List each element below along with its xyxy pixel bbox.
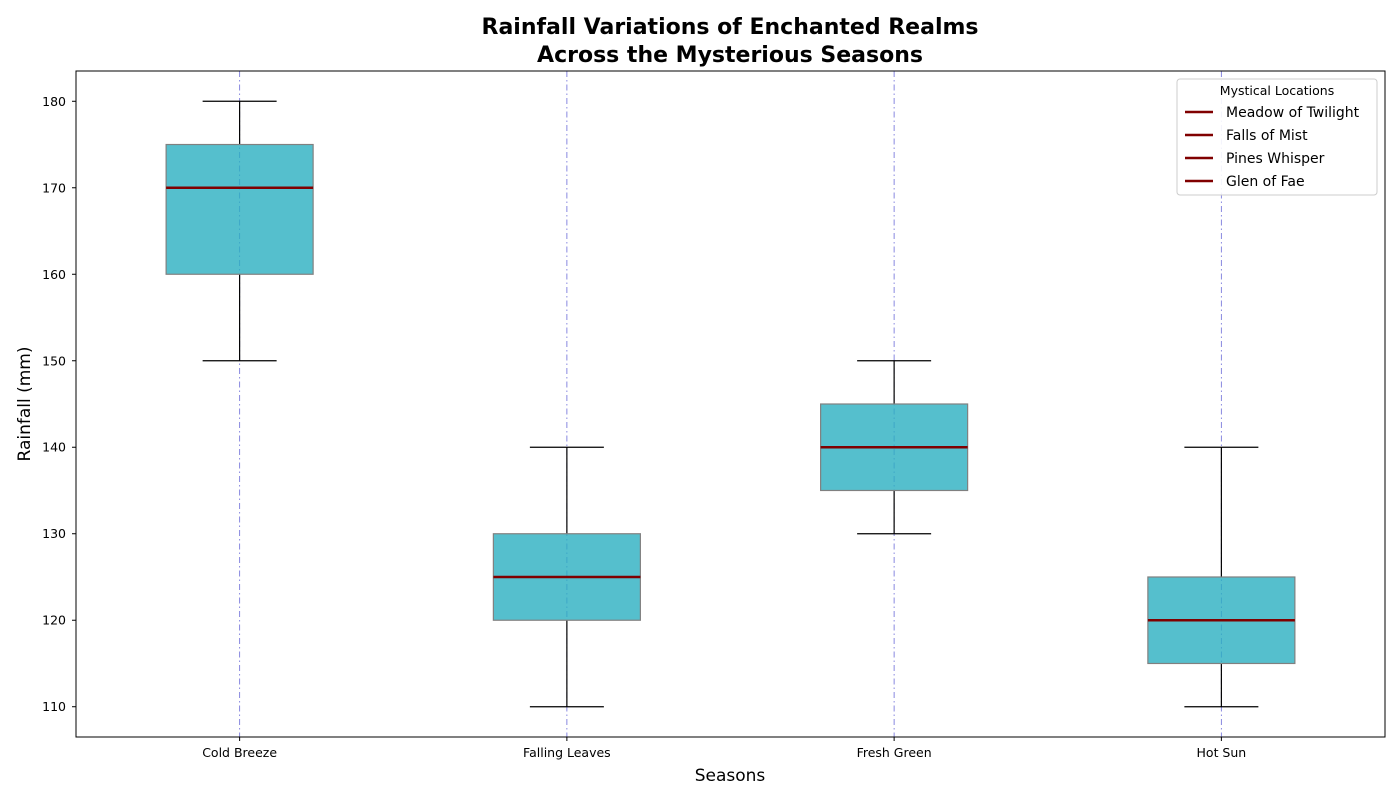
legend-frame xyxy=(1176,78,1378,196)
box-falling-leaves xyxy=(492,446,641,708)
chart-title-line-1: Rainfall Variations of Enchanted Realms xyxy=(482,15,979,40)
grid-lines xyxy=(239,71,1222,737)
legend-label: Pines Whisper xyxy=(1226,151,1325,167)
legend-item: Meadow of Twilight xyxy=(1185,105,1360,121)
y-tick-label: 150 xyxy=(42,353,66,368)
legend-entries: Meadow of Twilight Falls of Mist Pines Whi… xyxy=(1185,105,1360,190)
legend-label: Falls of Mist xyxy=(1226,128,1308,144)
boxes xyxy=(165,100,1296,708)
legend-item: Glen of Fae xyxy=(1185,174,1305,190)
y-tick-label: 110 xyxy=(42,699,66,714)
x-tick-label: Cold Breeze xyxy=(202,745,277,760)
x-axis-label: Seasons xyxy=(695,766,766,786)
y-tick-label: 140 xyxy=(42,440,66,455)
legend-label: Meadow of Twilight xyxy=(1226,105,1360,121)
y-axis-label: Rainfall (mm) xyxy=(15,347,35,462)
chart-title: Rainfall Variations of Enchanted Realms … xyxy=(482,15,979,68)
legend-label: Glen of Fae xyxy=(1226,174,1305,190)
x-axis: Cold Breeze Falling Leaves Fresh Green Hot … xyxy=(202,737,1246,760)
legend-title: Mystical Locations xyxy=(1220,83,1334,98)
box-iqr xyxy=(165,143,314,275)
y-tick-label: 180 xyxy=(42,94,66,109)
box-fresh-green xyxy=(820,360,969,535)
x-tick-label: Falling Leaves xyxy=(523,745,611,760)
x-tick-label: Hot Sun xyxy=(1197,745,1247,760)
y-tick-label: 130 xyxy=(42,526,66,541)
legend-item: Falls of Mist xyxy=(1185,128,1308,144)
y-axis: 110 120 130 140 150 160 170 180 xyxy=(42,94,76,714)
box-hot-sun xyxy=(1147,446,1296,708)
y-tick-label: 160 xyxy=(42,267,66,282)
box-cold-breeze xyxy=(165,100,314,362)
x-tick-label: Fresh Green xyxy=(857,745,932,760)
plot-frame xyxy=(75,70,1386,738)
legend: Mystical Locations Meadow of Twilight Fal… xyxy=(1176,78,1378,196)
y-tick-label: 120 xyxy=(42,613,66,628)
chart-title-line-2: Across the Mysterious Seasons xyxy=(537,43,923,68)
legend-item: Pines Whisper xyxy=(1185,151,1325,167)
y-tick-label: 170 xyxy=(42,180,66,195)
